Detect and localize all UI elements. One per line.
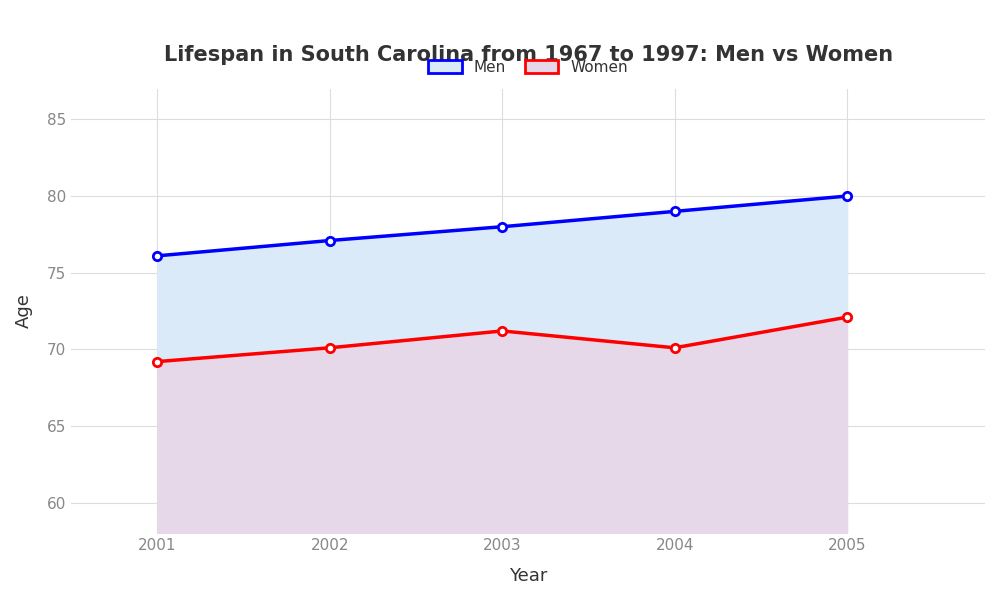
X-axis label: Year: Year — [509, 567, 547, 585]
Legend: Men, Women: Men, Women — [420, 52, 636, 82]
Title: Lifespan in South Carolina from 1967 to 1997: Men vs Women: Lifespan in South Carolina from 1967 to … — [164, 45, 893, 65]
Y-axis label: Age: Age — [15, 293, 33, 328]
